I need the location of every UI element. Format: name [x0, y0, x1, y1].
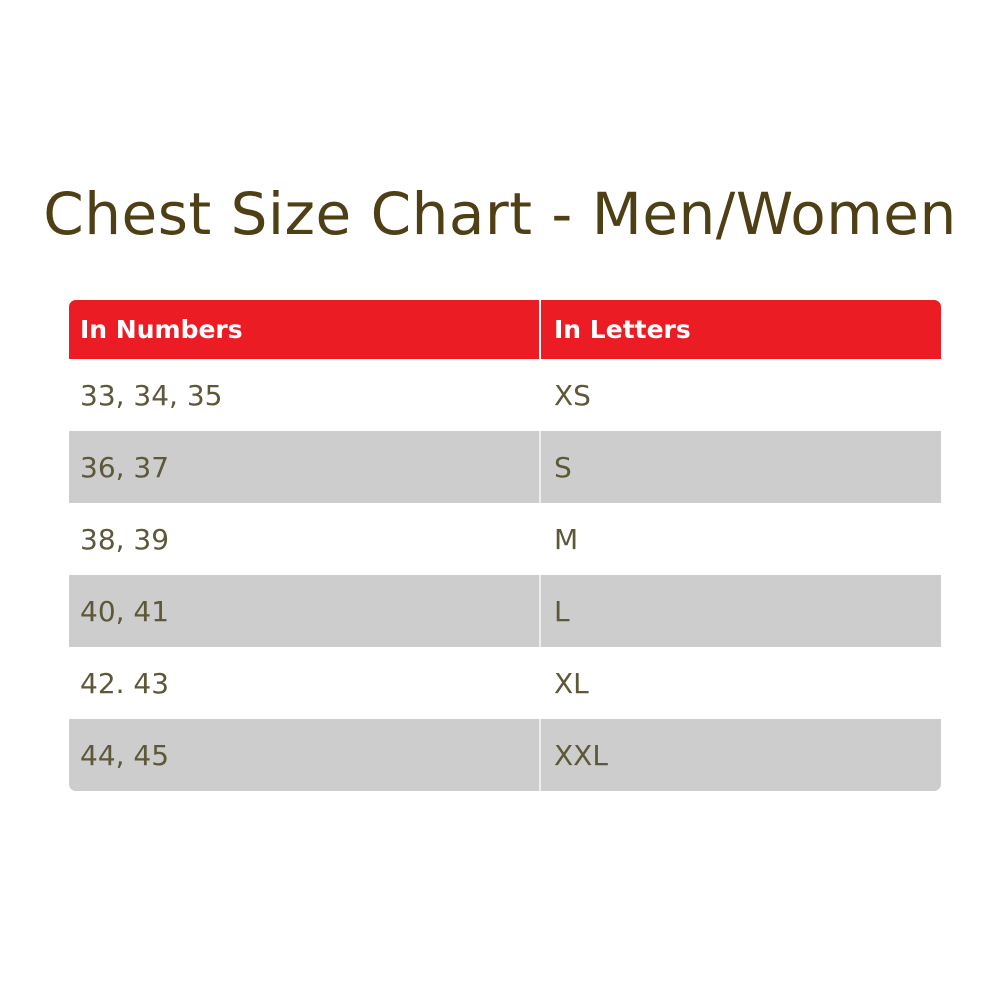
letters-cell: XXL [554, 738, 608, 772]
letters-cell: L [554, 594, 570, 628]
numbers-cell: 33, 34, 35 [69, 359, 541, 431]
letters-cell: XS [554, 378, 591, 412]
numbers-cell: 38, 39 [69, 503, 541, 575]
page-title: Chest Size Chart - Men/Women [43, 180, 957, 248]
numbers-cell: 36, 37 [69, 431, 541, 503]
table-row: 40, 41 L [69, 575, 941, 647]
table-header-row: In Numbers In Letters [69, 300, 941, 359]
table-row: 33, 34, 35 XS [69, 359, 941, 431]
table-row: 44, 45 XXL [69, 719, 941, 791]
header-in-letters: In Letters [554, 315, 691, 344]
numbers-cell: 42. 43 [69, 647, 541, 719]
numbers-cell: 44, 45 [69, 719, 541, 791]
numbers-cell: 40, 41 [69, 575, 541, 647]
table-row: 38, 39 M [69, 503, 941, 575]
size-chart-table: In Numbers In Letters 33, 34, 35 XS 36, … [69, 300, 941, 791]
letters-cell: XL [554, 666, 589, 700]
header-in-numbers: In Numbers [69, 300, 541, 359]
letters-cell: M [554, 522, 579, 556]
table-row: 42. 43 XL [69, 647, 941, 719]
letters-cell: S [554, 450, 572, 484]
table-row: 36, 37 S [69, 431, 941, 503]
